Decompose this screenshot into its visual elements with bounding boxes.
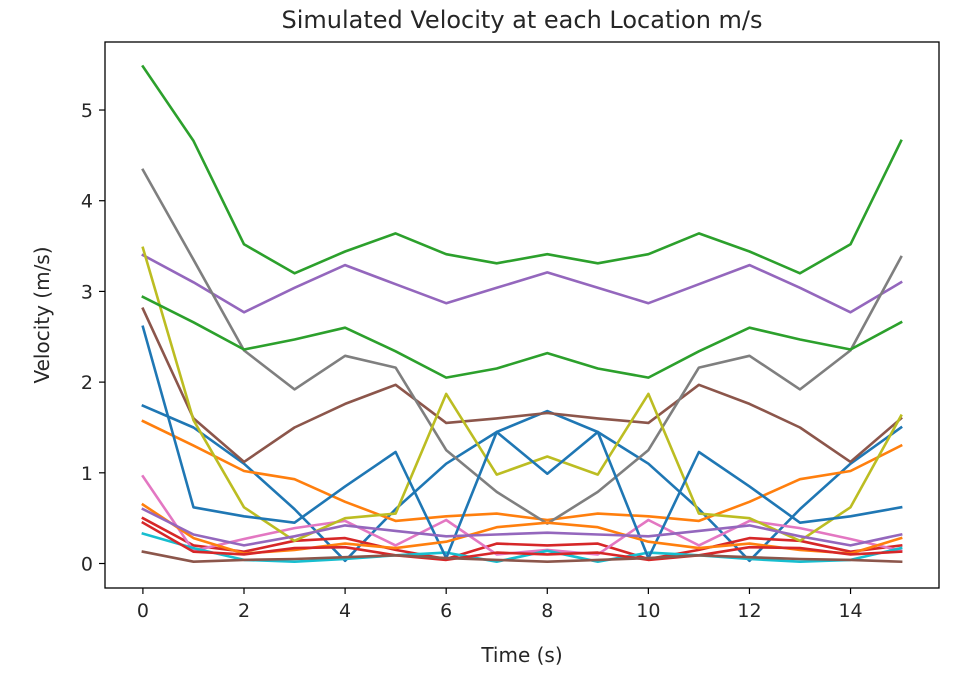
y-tick-label: 1 <box>81 463 93 485</box>
series-line-7 <box>141 474 903 556</box>
x-axis: 0 2 4 6 8 10 12 14 <box>137 588 863 622</box>
series-line-12 <box>141 502 903 555</box>
series-line-11 <box>141 325 903 560</box>
x-tick-label: 8 <box>541 600 553 622</box>
series-line-5 <box>141 253 903 314</box>
series-line-6 <box>141 306 903 464</box>
plot-frame <box>104 41 940 589</box>
x-tick-label: 2 <box>238 600 250 622</box>
series-line-13 <box>141 295 903 379</box>
series-line-9 <box>141 246 903 543</box>
x-tick-label: 0 <box>137 600 149 622</box>
x-tick-label: 4 <box>339 600 351 622</box>
series-line-10 <box>141 531 903 564</box>
series-line-4 <box>141 516 903 561</box>
y-tick-label: 2 <box>81 372 93 394</box>
series-line-2 <box>141 419 903 523</box>
x-axis-label: Time (s) <box>480 643 562 667</box>
x-tick-label: 14 <box>838 600 862 622</box>
series-line-1 <box>141 403 903 563</box>
y-tick-label: 3 <box>81 281 93 303</box>
y-axis: 0 1 2 3 4 5 <box>81 100 105 576</box>
y-tick-label: 4 <box>81 191 93 213</box>
y-axis-label: Velocity (m/s) <box>30 246 54 383</box>
series-line-14 <box>141 520 903 562</box>
series-line-3 <box>141 64 903 275</box>
chart-title: Simulated Velocity at each Location m/s <box>281 6 762 34</box>
series-line-8 <box>141 168 903 525</box>
x-tick-label: 12 <box>737 600 761 622</box>
series-line-15 <box>141 507 903 547</box>
x-tick-label: 6 <box>440 600 452 622</box>
y-tick-label: 5 <box>81 100 93 122</box>
x-tick-label: 10 <box>636 600 660 622</box>
y-tick-label: 0 <box>81 554 93 576</box>
series-line-16 <box>141 550 903 564</box>
series-layer <box>141 64 903 564</box>
